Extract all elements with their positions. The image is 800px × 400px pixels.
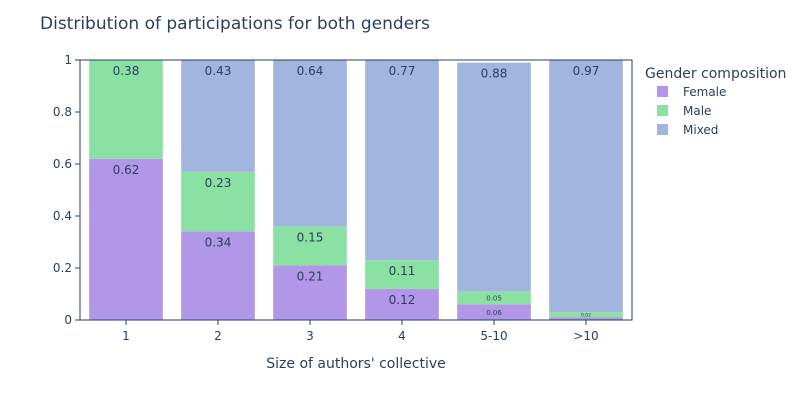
bar-value-label: 0.05: [486, 295, 502, 303]
bar-value-label: 0.38: [113, 64, 140, 78]
x-tick-label: 2: [214, 329, 222, 343]
bar-value-label: 0.21: [297, 269, 324, 283]
y-tick-label: 0.6: [53, 157, 72, 171]
y-tick-label: 0: [64, 313, 72, 327]
x-axis: 1 2 3 4 5-10 >10: [122, 320, 599, 343]
bar-value-label: 0.77: [389, 64, 416, 78]
legend-item-mixed[interactable]: Mixed: [683, 123, 718, 137]
x-tick-label: 3: [306, 329, 314, 343]
y-tick-label: 0.4: [53, 209, 72, 223]
legend: Gender composition Female Male Mixed: [645, 66, 786, 137]
bar-male: [549, 312, 623, 318]
bar-male: [181, 171, 255, 232]
bar-value-label: 0.23: [205, 176, 232, 190]
bar-female: [273, 265, 347, 320]
y-tick-label: 0.8: [53, 105, 72, 119]
x-tick-label: 4: [398, 329, 406, 343]
bar-value-label: 0.64: [297, 64, 324, 78]
x-tick-label: 5-10: [480, 329, 507, 343]
bar-female: [365, 288, 439, 320]
bar-value-label: 0.88: [481, 67, 508, 81]
bar-value-label: 0.15: [297, 230, 324, 244]
bar-value-label: 0.11: [389, 264, 416, 278]
bar-female: [549, 317, 623, 320]
x-tick-label: 1: [122, 329, 130, 343]
bar-value-label: 0.34: [205, 236, 232, 250]
bars: 0.62 0.38 0.34 0.23 0.43 0.21 0.15 0.64 0.12 0.11…: [89, 60, 623, 320]
legend-item-female[interactable]: Female: [683, 85, 726, 99]
y-tick-label: 1: [64, 53, 72, 67]
bar-value-label: 0.06: [486, 309, 502, 317]
bar-mixed: [549, 60, 623, 313]
legend-swatch-female[interactable]: [657, 86, 668, 97]
bar-value-label: 0.97: [573, 64, 600, 78]
bar-female: [457, 304, 531, 320]
legend-swatch-mixed[interactable]: [657, 124, 668, 135]
x-tick-label: >10: [573, 329, 598, 343]
bar-male: [89, 60, 163, 159]
bar-mixed: [365, 60, 439, 261]
bar-value-label: 0.43: [205, 64, 232, 78]
y-tick-label: 0.2: [53, 261, 72, 275]
bar-value-label: 0.02: [581, 313, 591, 319]
bar-female: [89, 158, 163, 320]
bar-mixed: [181, 60, 255, 172]
bar-mixed: [273, 60, 347, 227]
legend-swatch-male[interactable]: [657, 105, 668, 116]
plot-frame: [79, 59, 633, 321]
bar-value-label: 0.12: [389, 293, 416, 307]
bar-male: [457, 291, 531, 305]
legend-title: Gender composition: [645, 66, 786, 82]
bar-mixed: [457, 62, 531, 292]
bar-value-label: 0.62: [113, 163, 140, 177]
bar-male: [273, 226, 347, 266]
x-axis-title: Size of authors' collective: [266, 356, 446, 372]
y-axis: 0 0.2 0.4 0.6 0.8 1: [53, 53, 80, 327]
bar-female: [181, 231, 255, 320]
legend-item-male[interactable]: Male: [683, 104, 711, 118]
bar-male: [365, 260, 439, 289]
chart-title: Distribution of participations for both …: [40, 14, 430, 34]
